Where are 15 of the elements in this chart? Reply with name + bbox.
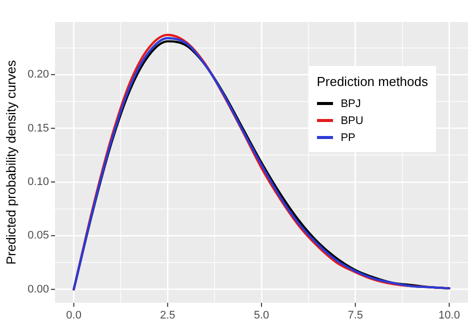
legend-title: Prediction methods [316, 74, 428, 89]
y-tick-label: 0.05 [28, 230, 50, 242]
x-tick-label: 5.0 [254, 309, 270, 322]
x-tick-label: 10.0 [438, 309, 460, 322]
x-tick-label: 2.5 [160, 309, 176, 322]
y-tick-label: 0.10 [28, 176, 50, 188]
x-tick-label: 7.5 [348, 309, 364, 322]
y-tick-label: 0.15 [28, 122, 50, 134]
legend-label: PP [340, 132, 356, 144]
legend-label: BPJ [340, 98, 361, 110]
y-tick-label: 0.00 [28, 283, 50, 296]
legend-label: BPU [340, 114, 364, 126]
x-tick-label: 0.0 [66, 309, 82, 322]
y-axis-title: Predicted probability density curves [3, 60, 18, 265]
y-tick-label: 0.20 [28, 68, 50, 81]
